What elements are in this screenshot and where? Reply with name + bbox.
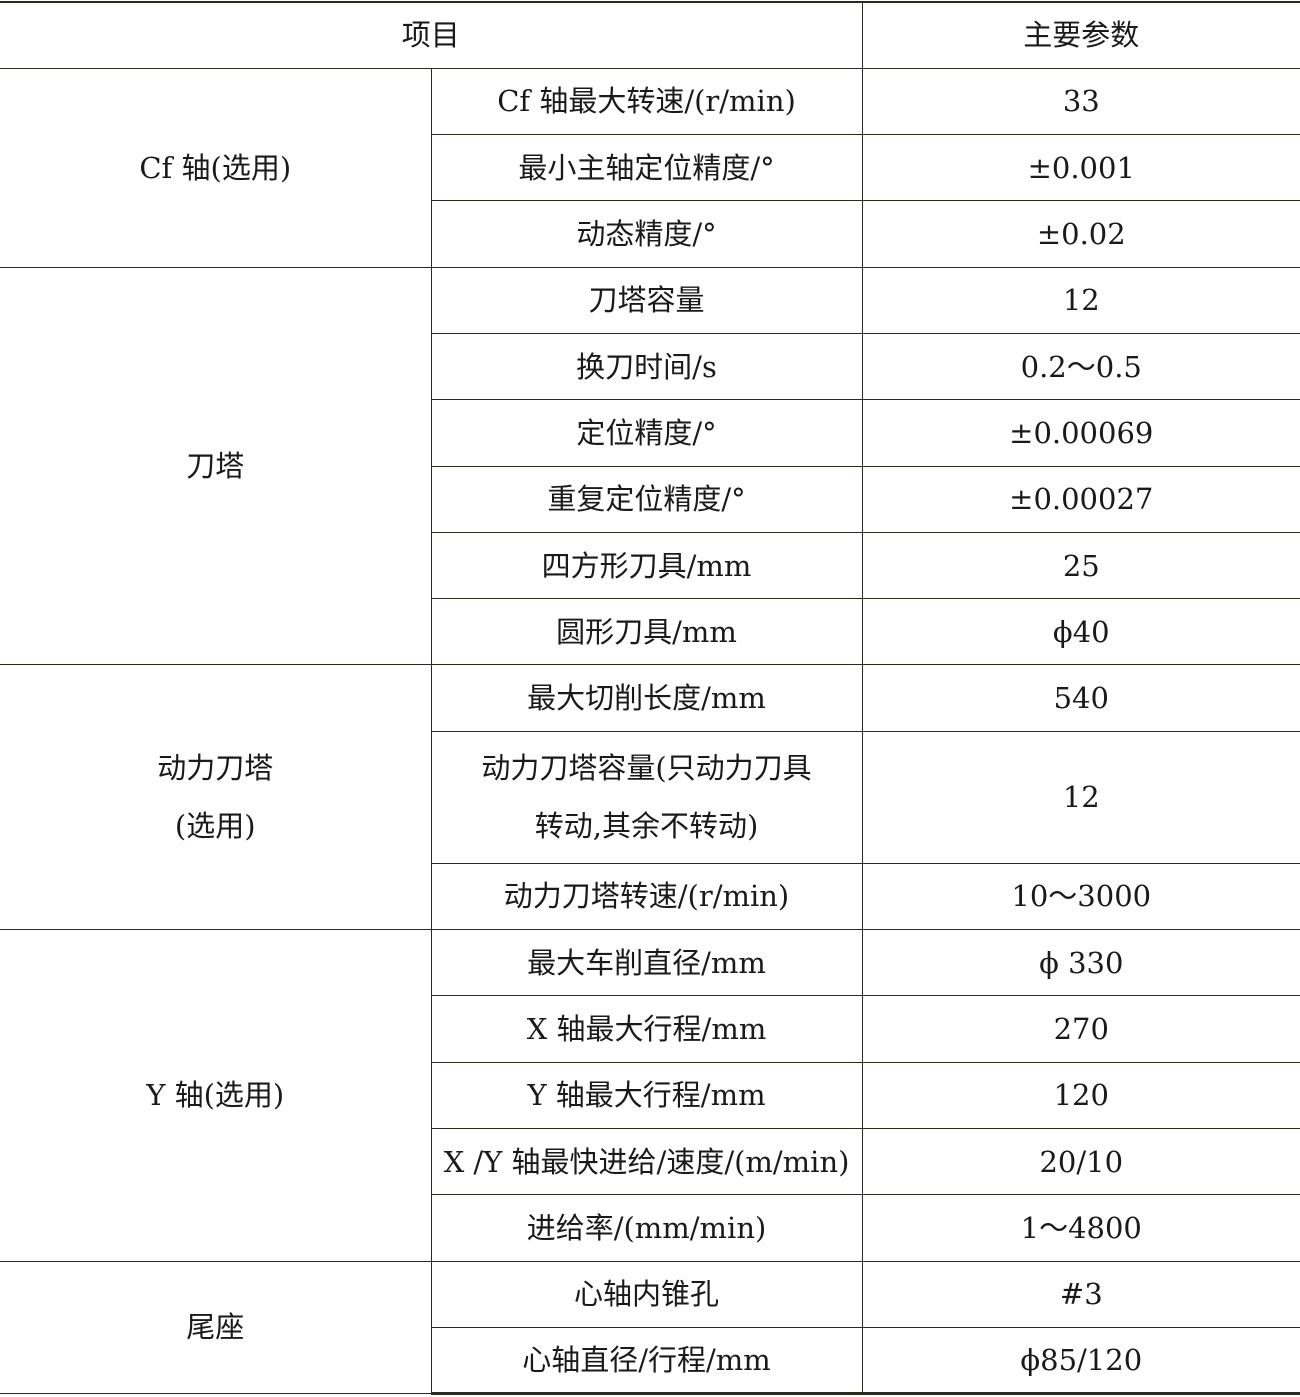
row-label: 四方形刀具/mm bbox=[431, 531, 863, 600]
row-label: 重复定位精度/° bbox=[431, 465, 863, 533]
row-value: ±0.00027 bbox=[861, 465, 1300, 533]
row-value: ϕ 330 bbox=[861, 929, 1300, 997]
group-cf-axis: Cf 轴(选用) bbox=[0, 67, 432, 268]
row-label: 定位精度/° bbox=[431, 399, 863, 467]
row-label: 最大切削长度/mm bbox=[430, 664, 863, 732]
row-value: 10～3000 bbox=[861, 862, 1300, 931]
row-value: 12 bbox=[861, 730, 1300, 864]
table-row: 动力刀塔 (选用) 最大切削长度/mm 540 bbox=[0, 664, 1300, 931]
table-row: 动力刀塔容量(只动力刀具 转动,其余不转动) 12 bbox=[0, 730, 1300, 864]
row-value: 540 bbox=[861, 664, 1300, 732]
row-label: 心轴直径/行程/mm bbox=[431, 1326, 863, 1396]
row-label: Y 轴最大行程/mm bbox=[431, 1061, 863, 1129]
row-label: X /Y 轴最快进给/速度/(m/min) bbox=[431, 1127, 863, 1196]
table-row: 定位精度/° ±0.00069 bbox=[0, 399, 1300, 467]
row-value: ±0.001 bbox=[861, 134, 1300, 202]
table-row: 刀塔 刀塔容量 12 bbox=[0, 266, 1300, 666]
row-value: ϕ40 bbox=[861, 598, 1300, 666]
row-label: 刀塔容量 bbox=[430, 266, 863, 334]
row-label: 动力刀塔容量(只动力刀具 转动,其余不转动) bbox=[431, 730, 863, 864]
row-label: 进给率/(mm/min) bbox=[431, 1194, 863, 1262]
row-label: 换刀时间/s bbox=[431, 332, 863, 401]
table-row: 心轴直径/行程/mm ϕ85/120 bbox=[0, 1326, 1300, 1396]
row-value: #3 bbox=[861, 1260, 1300, 1328]
row-label: X 轴最大行程/mm bbox=[431, 995, 863, 1063]
row-value: 25 bbox=[861, 531, 1300, 600]
row-label: Cf 轴最大转速/(r/min) bbox=[430, 67, 863, 136]
row-value: 120 bbox=[861, 1061, 1300, 1129]
table-row: 进给率/(mm/min) 1～4800 bbox=[0, 1194, 1300, 1262]
row-label: 最小主轴定位精度/° bbox=[431, 134, 863, 202]
row-value: 1～4800 bbox=[861, 1194, 1300, 1262]
table-row: 动力刀塔转速/(r/min) 10～3000 bbox=[0, 862, 1300, 931]
table-row: 尾座 心轴内锥孔 #3 bbox=[0, 1260, 1300, 1395]
table-row: 四方形刀具/mm 25 bbox=[0, 531, 1300, 600]
group-y-axis: Y 轴(选用) bbox=[0, 929, 432, 1262]
group-turret: 刀塔 bbox=[0, 266, 432, 666]
header-params: 主要参数 bbox=[861, 0, 1300, 69]
row-label: 圆形刀具/mm bbox=[431, 598, 863, 666]
group-powered-turret: 动力刀塔 (选用) bbox=[0, 664, 432, 931]
row-label: 动力刀塔转速/(r/min) bbox=[431, 862, 863, 931]
group-name-line2: (选用) bbox=[174, 809, 256, 844]
table-row: X 轴最大行程/mm 270 bbox=[0, 995, 1300, 1063]
row-value: 20/10 bbox=[861, 1127, 1300, 1196]
group-tailstock: 尾座 bbox=[0, 1260, 432, 1395]
row-label: 最大车削直径/mm bbox=[430, 929, 863, 997]
row-value: ±0.02 bbox=[861, 200, 1300, 268]
row-label: 动态精度/° bbox=[431, 200, 863, 268]
row-value: ±0.00069 bbox=[861, 399, 1300, 467]
table-row: 最小主轴定位精度/° ±0.001 bbox=[0, 134, 1300, 202]
table-row: Cf 轴(选用) Cf 轴最大转速/(r/min) 33 bbox=[0, 67, 1300, 268]
row-value: ϕ85/120 bbox=[861, 1326, 1300, 1396]
row-value: 33 bbox=[861, 67, 1300, 136]
table-row: Y 轴(选用) 最大车削直径/mm ϕ 330 bbox=[0, 929, 1300, 1262]
table-row: Y 轴最大行程/mm 120 bbox=[0, 1061, 1300, 1129]
header-item: 项目 bbox=[0, 0, 863, 69]
row-value: 270 bbox=[861, 995, 1300, 1063]
header-row: 项目 主要参数 bbox=[0, 0, 1300, 69]
table-row: 动态精度/° ±0.02 bbox=[0, 200, 1300, 268]
row-label-line2: 转动,其余不转动) bbox=[534, 809, 759, 844]
row-value: 0.2～0.5 bbox=[861, 332, 1300, 401]
row-value: 12 bbox=[861, 266, 1300, 334]
group-name-line1: 动力刀塔 bbox=[157, 751, 274, 786]
table-row: X /Y 轴最快进给/速度/(m/min) 20/10 bbox=[0, 1127, 1300, 1196]
row-label-line1: 动力刀塔容量(只动力刀具 bbox=[481, 751, 812, 786]
row-label: 心轴内锥孔 bbox=[430, 1260, 863, 1328]
table-row: 圆形刀具/mm ϕ40 bbox=[0, 598, 1300, 666]
table-row: 重复定位精度/° ±0.00027 bbox=[0, 465, 1300, 533]
